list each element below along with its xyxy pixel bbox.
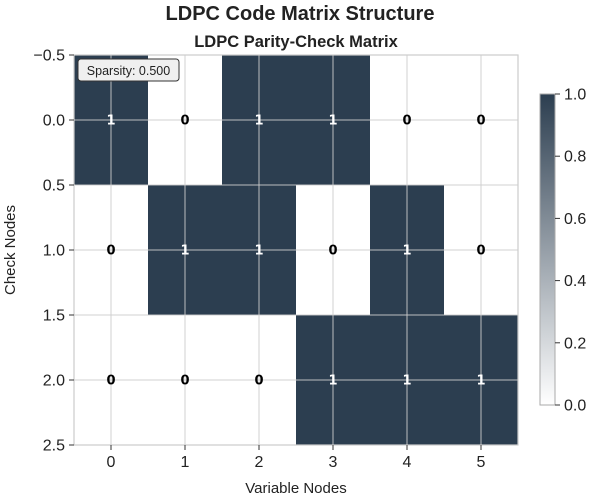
cell-value-label: 0 — [254, 374, 263, 389]
cell-value-label: 1 — [254, 114, 263, 129]
annotation-box — [77, 58, 180, 82]
annotation-text: Sparsity: 0.500 — [87, 64, 170, 78]
cell-value-label: 0 — [106, 244, 115, 259]
cell-value-label: 1 — [402, 374, 411, 389]
y-tick-label: −0.5 — [33, 48, 65, 65]
x-axis-label: Variable Nodes — [245, 480, 346, 497]
x-axis-ticks: 0 1 2 3 4 5 — [107, 445, 486, 471]
y-tick-label: 0.0 — [43, 113, 65, 130]
x-tick-label: 1 — [181, 454, 190, 471]
cell-value-label: 0 — [328, 244, 337, 259]
sparsity-annotation: Sparsity: 0.500 — [77, 58, 180, 82]
colorbar-tick-label: 0.6 — [564, 211, 586, 228]
y-tick-label: 1.0 — [43, 243, 65, 260]
cell-value-label: 0 — [106, 374, 115, 389]
chart-title: LDPC Parity-Check Matrix — [194, 33, 398, 51]
y-tick-label: 0.5 — [43, 178, 65, 195]
figure-title: LDPC Code Matrix Structure — [166, 3, 435, 25]
x-tick-label: 0 — [107, 454, 116, 471]
colorbar-tick-label: 0.4 — [564, 273, 586, 290]
x-tick-label: 3 — [329, 454, 338, 471]
cell-value-label: 1 — [106, 114, 115, 129]
colorbar-tick-label: 0.0 — [564, 398, 586, 415]
colorbar — [539, 93, 556, 406]
cell-value-label: 1 — [180, 244, 189, 259]
cell-value-label: 0 — [180, 374, 189, 389]
x-tick-label: 4 — [403, 454, 412, 471]
cell-value-label: 0 — [476, 244, 485, 259]
x-tick-label: 2 — [255, 454, 264, 471]
colorbar-tick-label: 0.8 — [564, 149, 586, 166]
cell-value-label: 1 — [328, 114, 337, 129]
cell-value-labels: 1 0 1 1 0 0 0 1 1 0 1 0 0 0 0 1 1 1 — [106, 114, 485, 389]
cell-value-label: 0 — [180, 114, 189, 129]
cell-value-label: 1 — [254, 244, 263, 259]
y-axis-ticks: −0.5 0.0 0.5 1.0 1.5 2.0 2.5 — [33, 48, 74, 455]
colorbar-tick-label: 0.2 — [564, 335, 586, 352]
y-tick-label: 1.5 — [43, 308, 65, 325]
cell-value-label: 1 — [476, 374, 485, 389]
cell-value-label: 0 — [476, 114, 485, 129]
cell-value-label: 0 — [402, 114, 411, 129]
y-axis-label: Check Nodes — [2, 205, 19, 295]
y-tick-label: 2.5 — [43, 438, 65, 455]
colorbar-tick-label: 1.0 — [564, 87, 586, 104]
cell-value-label: 1 — [402, 244, 411, 259]
x-tick-label: 5 — [477, 454, 486, 471]
colorbar-ticks: 0.0 0.2 0.4 0.6 0.8 1.0 — [555, 87, 586, 415]
cell-value-label: 1 — [328, 374, 337, 389]
y-tick-label: 2.0 — [43, 373, 65, 390]
